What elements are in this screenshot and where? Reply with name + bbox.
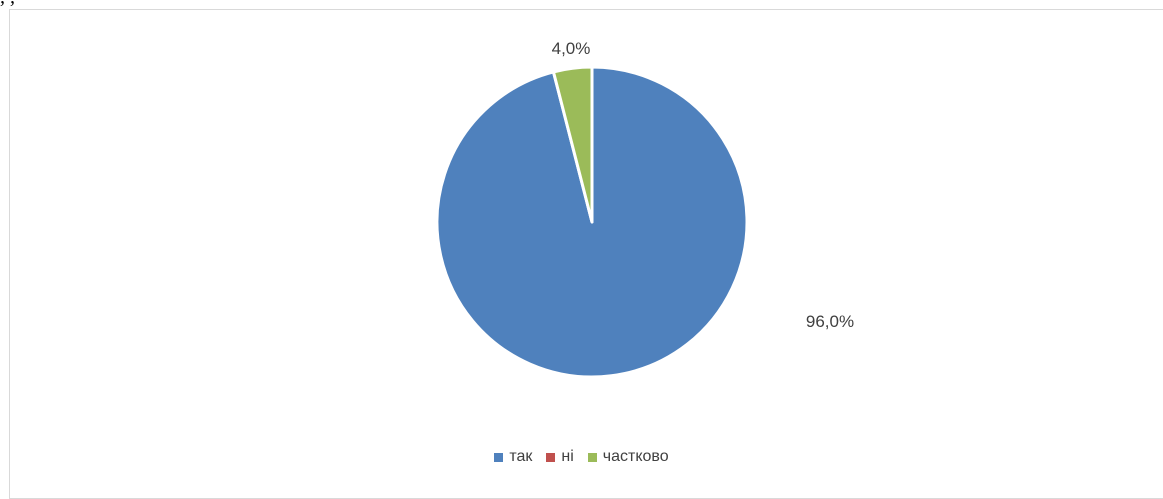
legend-label-ni: ні: [561, 448, 574, 465]
legend-swatch-tak: [494, 452, 504, 462]
legend-swatch-chastkovo: [587, 452, 597, 462]
chart-legend: так ні частково: [0, 448, 1163, 466]
clipped-caption-text: , ,: [0, 0, 1163, 7]
data-label-2: 4,0%: [552, 39, 591, 58]
legend-label-tak: так: [509, 448, 533, 465]
legend-item-tak: так: [494, 448, 532, 466]
data-label-0: 96,0%: [806, 312, 854, 331]
legend-item-chastkovo: частково: [587, 448, 669, 466]
pie-chart: 96,0% 4,0%: [435, 39, 854, 379]
legend-swatch-ni: [546, 452, 556, 462]
legend-item-ni: ні: [546, 448, 574, 466]
legend-label-chastkovo: частково: [602, 448, 669, 465]
pie-slice-2: [551, 65, 594, 224]
